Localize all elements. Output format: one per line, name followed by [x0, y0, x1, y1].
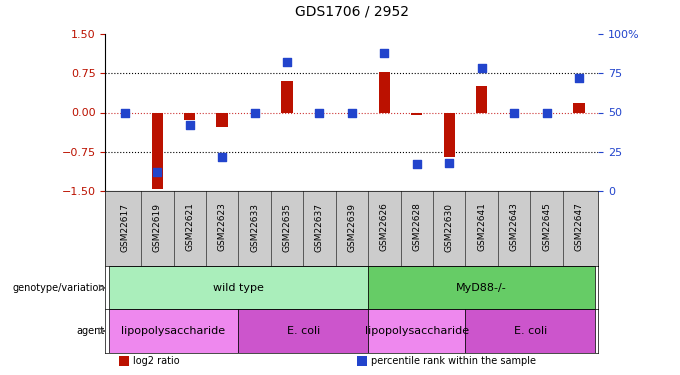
Point — [217, 154, 228, 160]
Bar — [443, 112, 455, 157]
Bar — [109, 266, 368, 309]
Bar — [465, 309, 595, 352]
Text: log2 ratio: log2 ratio — [133, 356, 180, 366]
Bar — [379, 72, 390, 112]
Bar — [476, 86, 488, 112]
Point — [379, 50, 390, 55]
Bar — [282, 81, 292, 112]
Text: GSM22645: GSM22645 — [542, 202, 551, 251]
Text: GSM22623: GSM22623 — [218, 202, 226, 251]
Text: GSM22621: GSM22621 — [185, 202, 194, 251]
Text: MyD88-/-: MyD88-/- — [456, 283, 507, 293]
Bar — [216, 112, 228, 127]
Text: E. coli: E. coli — [513, 326, 547, 336]
Point — [249, 110, 260, 116]
Text: agent: agent — [77, 326, 105, 336]
Text: GSM22633: GSM22633 — [250, 202, 259, 252]
Text: GSM22637: GSM22637 — [315, 202, 324, 252]
Bar — [368, 266, 595, 309]
Bar — [411, 112, 422, 115]
Text: GDS1706 / 2952: GDS1706 / 2952 — [295, 5, 409, 19]
Text: GSM22630: GSM22630 — [445, 202, 454, 252]
Text: GSM22626: GSM22626 — [380, 202, 389, 251]
Text: lipopolysaccharide: lipopolysaccharide — [364, 326, 469, 336]
Point — [411, 162, 422, 168]
Text: GSM22619: GSM22619 — [153, 202, 162, 252]
Bar — [573, 103, 585, 112]
Point — [314, 110, 325, 116]
Text: E. coli: E. coli — [287, 326, 320, 336]
Bar — [239, 309, 368, 352]
Point — [541, 110, 552, 116]
Point — [509, 110, 520, 116]
Text: GSM22643: GSM22643 — [509, 202, 519, 251]
Text: percentile rank within the sample: percentile rank within the sample — [371, 356, 536, 366]
Point — [346, 110, 358, 116]
Text: GSM22639: GSM22639 — [347, 202, 356, 252]
Point — [444, 160, 455, 166]
Point — [152, 170, 163, 176]
Point — [120, 110, 131, 116]
Bar — [184, 112, 195, 120]
Text: GSM22641: GSM22641 — [477, 202, 486, 251]
Text: genotype/variation: genotype/variation — [12, 283, 105, 293]
Point — [184, 122, 195, 128]
Text: GSM22628: GSM22628 — [412, 202, 422, 251]
Bar — [109, 309, 239, 352]
Point — [476, 65, 487, 71]
Text: GSM22617: GSM22617 — [120, 202, 129, 252]
Text: lipopolysaccharide: lipopolysaccharide — [122, 326, 226, 336]
Bar — [152, 112, 163, 189]
Bar — [368, 309, 465, 352]
Text: GSM22635: GSM22635 — [282, 202, 292, 252]
Text: GSM22647: GSM22647 — [575, 202, 583, 251]
Point — [573, 75, 584, 81]
Point — [282, 59, 292, 65]
Text: wild type: wild type — [213, 283, 264, 293]
